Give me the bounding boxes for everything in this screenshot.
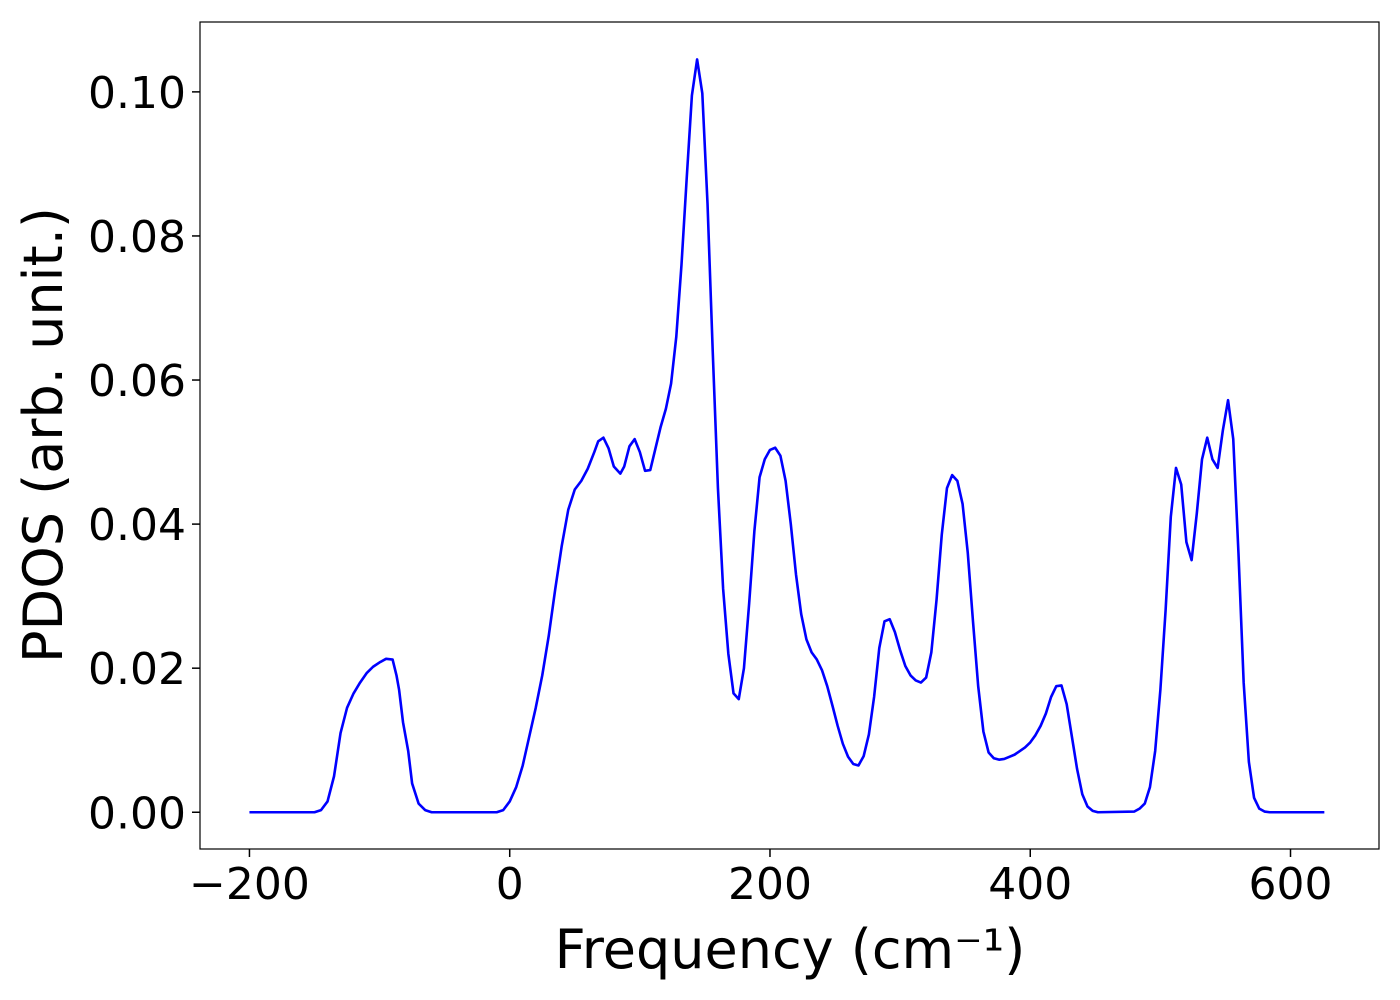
y-axis-label: PDOS (arb. unit.)	[12, 207, 75, 663]
y-tick-label: 0.10	[88, 68, 186, 119]
y-tick-label: 0.00	[88, 788, 186, 839]
y-tick-label: 0.02	[88, 644, 186, 695]
plot-frame	[199, 21, 1380, 850]
line	[249, 58, 1325, 814]
x-tick-label: 400	[988, 859, 1072, 910]
y-tick-label: 0.06	[88, 356, 186, 407]
x-tick-label: 200	[728, 859, 812, 910]
x-tick-label: 0	[496, 859, 524, 910]
y-tick-label: 0.04	[88, 500, 186, 551]
y-tick-label: 0.08	[88, 212, 186, 263]
x-tick-label: 600	[1249, 859, 1333, 910]
x-tick-label: −200	[189, 859, 310, 910]
x-axis-label: Frequency (cm⁻¹)	[555, 918, 1026, 981]
